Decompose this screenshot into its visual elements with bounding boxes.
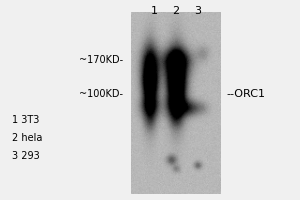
Text: 2 hela: 2 hela <box>12 133 42 143</box>
Text: ~170KD-: ~170KD- <box>79 55 123 65</box>
Text: ~100KD-: ~100KD- <box>79 89 123 99</box>
Text: 1: 1 <box>151 6 158 16</box>
Text: --ORC1: --ORC1 <box>226 89 266 99</box>
Text: 2: 2 <box>172 6 179 16</box>
Text: 3: 3 <box>194 6 202 16</box>
Text: 1 3T3: 1 3T3 <box>12 115 39 125</box>
Text: 3 293: 3 293 <box>12 151 40 161</box>
